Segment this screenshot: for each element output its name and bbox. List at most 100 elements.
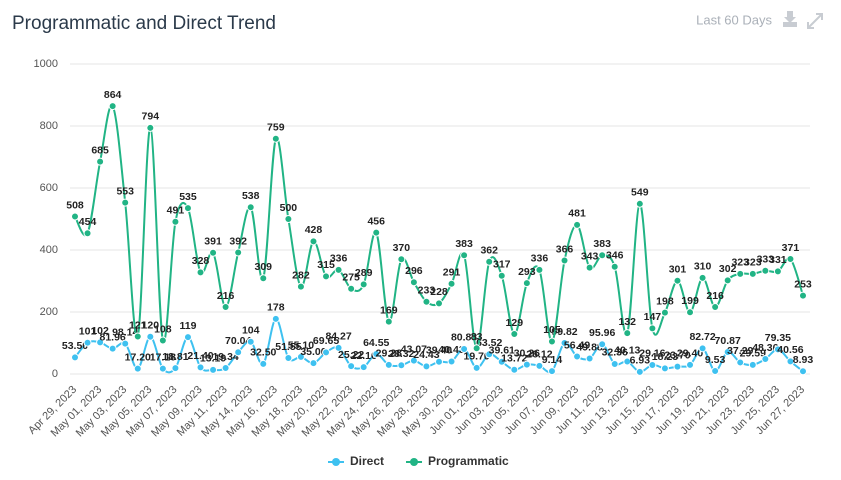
data-label: 199 [681, 295, 699, 307]
data-point [108, 102, 117, 111]
data-point [648, 360, 657, 369]
data-point [359, 363, 368, 372]
data-label: 80.83 [451, 332, 477, 344]
data-label: 70.87 [715, 335, 741, 347]
data-label: 99.82 [551, 326, 577, 338]
data-point [547, 337, 556, 346]
data-point [598, 340, 607, 349]
data-point [271, 134, 280, 143]
data-label: 336 [330, 253, 348, 265]
data-label: 35.00 [300, 346, 326, 358]
data-label: 30.26 [514, 347, 540, 359]
data-point [71, 353, 79, 362]
data-label: 317 [493, 259, 511, 271]
data-label: 105 [543, 324, 561, 336]
data-label: 9.53 [705, 354, 726, 366]
data-label: 83 [471, 331, 483, 343]
data-point [133, 364, 142, 373]
data-point [322, 348, 331, 357]
data-label: 13.72 [501, 353, 527, 365]
data-label: 55.10 [288, 340, 314, 352]
range-button[interactable]: Last 60 Days [696, 12, 772, 27]
data-label: 102 [91, 325, 109, 337]
expand-icon[interactable] [807, 13, 823, 29]
data-label: 310 [694, 261, 712, 273]
data-point [723, 348, 732, 357]
legend-label: Direct [350, 454, 384, 468]
data-point [648, 324, 657, 333]
data-point [435, 357, 443, 366]
data-label: 81.96 [100, 331, 126, 343]
download-icon[interactable] [783, 11, 797, 27]
data-point [83, 338, 92, 347]
data-label: 8.93 [793, 354, 814, 366]
data-label: 228 [430, 286, 448, 298]
data-point [221, 303, 230, 312]
data-label: 685 [91, 144, 109, 156]
data-label: 82.72 [689, 331, 715, 343]
data-label: 18.81 [162, 351, 188, 363]
data-label: 121 [129, 319, 147, 331]
data-point [284, 215, 293, 223]
data-point [635, 367, 644, 376]
data-label: 301 [669, 263, 687, 275]
data-label: 553 [116, 185, 134, 197]
data-label: 282 [292, 269, 310, 281]
data-label: 26.12 [526, 349, 552, 361]
data-label: 101 [79, 325, 97, 337]
data-point [221, 364, 230, 373]
data-label: 120 [142, 320, 160, 332]
data-point [347, 362, 356, 371]
data-label: 216 [217, 290, 235, 302]
data-point [711, 367, 720, 376]
data-label: 37.29 [727, 345, 753, 357]
data-point [686, 360, 695, 369]
data-label: 51.55 [275, 341, 301, 353]
data-point [635, 199, 644, 208]
data-label: 22.16 [351, 350, 377, 362]
data-label: 129 [506, 317, 524, 329]
data-label: 549 [631, 187, 649, 199]
data-point [497, 357, 506, 366]
data-point [761, 266, 770, 275]
data-point [447, 279, 456, 288]
data-label: 9.14 [542, 354, 563, 366]
data-label: 64.55 [363, 337, 389, 349]
data-point [71, 212, 79, 221]
data-label: 43.07 [401, 343, 427, 355]
data-point [209, 365, 218, 374]
data-label: 39.61 [489, 345, 515, 357]
data-label: 132 [619, 316, 637, 328]
data-label: 70.04 [225, 335, 251, 347]
data-point [234, 348, 243, 357]
data-label: 289 [355, 267, 373, 279]
data-label: 216 [706, 290, 724, 302]
data-point [347, 284, 356, 293]
data-point [673, 276, 682, 285]
y-tick-label: 400 [40, 244, 58, 256]
data-point [83, 229, 92, 238]
data-point [736, 269, 745, 278]
data-label: 104 [242, 325, 260, 337]
data-label: 48.36 [752, 342, 778, 354]
data-label: 108 [154, 323, 172, 335]
data-point [372, 349, 381, 358]
data-point [748, 360, 757, 369]
data-label: 296 [405, 265, 423, 277]
data-point [384, 317, 393, 326]
data-point [773, 345, 782, 354]
data-point [384, 360, 393, 369]
data-label: 169 [380, 304, 398, 316]
data-label: 275 [342, 272, 360, 284]
data-point [372, 228, 381, 237]
data-label: 25.22 [338, 349, 364, 361]
data-label: 535 [179, 191, 197, 203]
data-label: 366 [556, 243, 574, 255]
legend-marker [332, 458, 340, 466]
data-label: 19.70 [464, 351, 490, 363]
data-point [259, 359, 268, 368]
data-label: 17.18 [150, 351, 176, 363]
data-label: 17.20 [125, 351, 151, 363]
data-point [573, 352, 582, 361]
data-point [133, 332, 142, 341]
